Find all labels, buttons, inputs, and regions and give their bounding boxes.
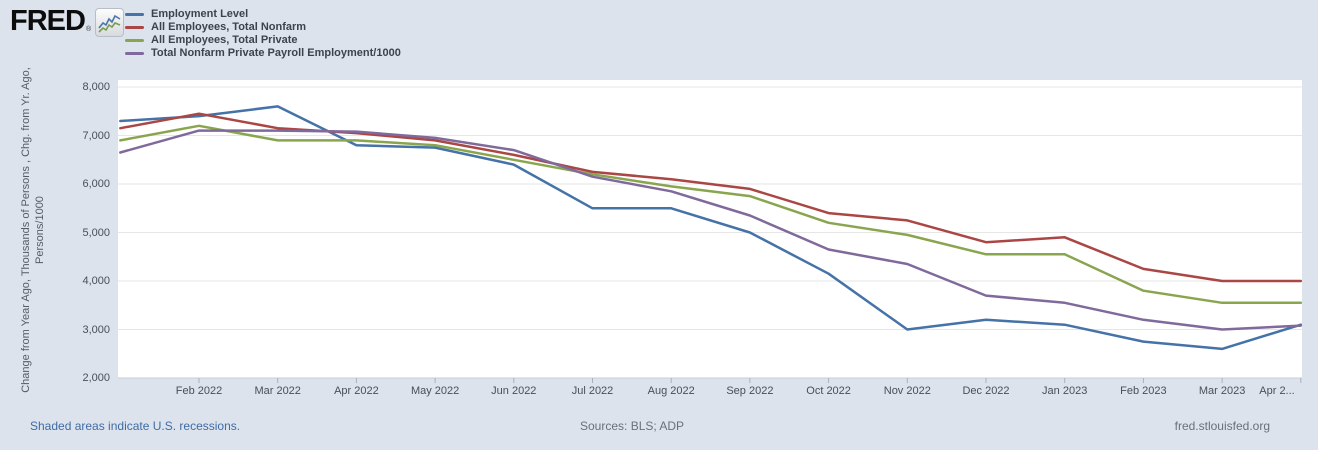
x-axis-tick-label: Jan 2023 (1042, 385, 1088, 397)
x-axis-tick-label: May 2022 (410, 385, 460, 397)
legend: Employment Level All Employees, Total No… (125, 8, 401, 60)
fred-url-link[interactable]: fred.stlouisfed.org (1174, 419, 1270, 433)
x-axis-tick-label: Aug 2022 (647, 385, 695, 397)
legend-line-swatch (125, 13, 144, 16)
fred-logo-chart-icon (95, 8, 125, 37)
legend-item-total-nonfarm: All Employees, Total Nonfarm (125, 21, 401, 34)
x-axis-tick-label: Mar 2022 (254, 385, 301, 397)
y-axis-tick-label: 4,000 (82, 275, 110, 287)
legend-line-swatch (125, 26, 144, 29)
legend-label: Employment Level (151, 8, 249, 20)
y-axis-tick-label: 3,000 (82, 323, 110, 336)
x-axis-tick-label: Apr 2... (1259, 385, 1295, 397)
plot-area[interactable] (118, 80, 1303, 383)
y-axis-tick-label: 8,000 (82, 81, 110, 93)
y-axis-title: Change from Year Ago, Thousands of Perso… (20, 67, 46, 393)
legend-label: All Employees, Total Private (151, 34, 298, 46)
x-axis-tick-label: Sep 2022 (726, 385, 774, 397)
x-axis-tick-label: Dec 2022 (962, 385, 1010, 397)
sources-text[interactable]: Sources: BLS; ADP (580, 419, 685, 433)
legend-label: Total Nonfarm Private Payroll Employment… (151, 47, 401, 59)
x-axis-tick-label: Oct 2022 (806, 385, 851, 397)
x-axis-tick-label: Feb 2023 (1120, 385, 1167, 397)
x-axis-tick-label: Feb 2022 (175, 385, 223, 397)
x-axis-tick-label: Apr 2022 (334, 385, 379, 397)
recession-note-link[interactable]: Shaded areas indicate U.S. recessions. (30, 419, 241, 433)
x-axis-tick-label: Nov 2022 (883, 385, 931, 397)
legend-label: All Employees, Total Nonfarm (151, 21, 307, 33)
y-axis-tick-label: 6,000 (82, 178, 110, 190)
legend-item-private-payroll: Total Nonfarm Private Payroll Employment… (125, 47, 401, 60)
x-axis-tick-label: Mar 2023 (1198, 385, 1246, 397)
x-axis-tick-label: Jul 2022 (571, 385, 614, 397)
chart-lines-svg (118, 86, 1303, 383)
fred-logo[interactable]: FRED ® (10, 5, 125, 37)
y-axis-tick-label: 5,000 (82, 226, 110, 239)
legend-item-total-private: All Employees, Total Private (125, 34, 401, 47)
x-axis-tick-label: Jun 2022 (491, 385, 537, 397)
y-axis-tick-label: 7,000 (82, 129, 110, 142)
legend-line-swatch (125, 39, 144, 42)
y-axis-tick-label: 2,000 (82, 372, 110, 384)
legend-line-swatch (125, 52, 144, 55)
fred-logo-text: FRED (10, 5, 86, 37)
legend-item-employment-level: Employment Level (125, 8, 401, 21)
registered-trademark: ® (85, 26, 92, 33)
